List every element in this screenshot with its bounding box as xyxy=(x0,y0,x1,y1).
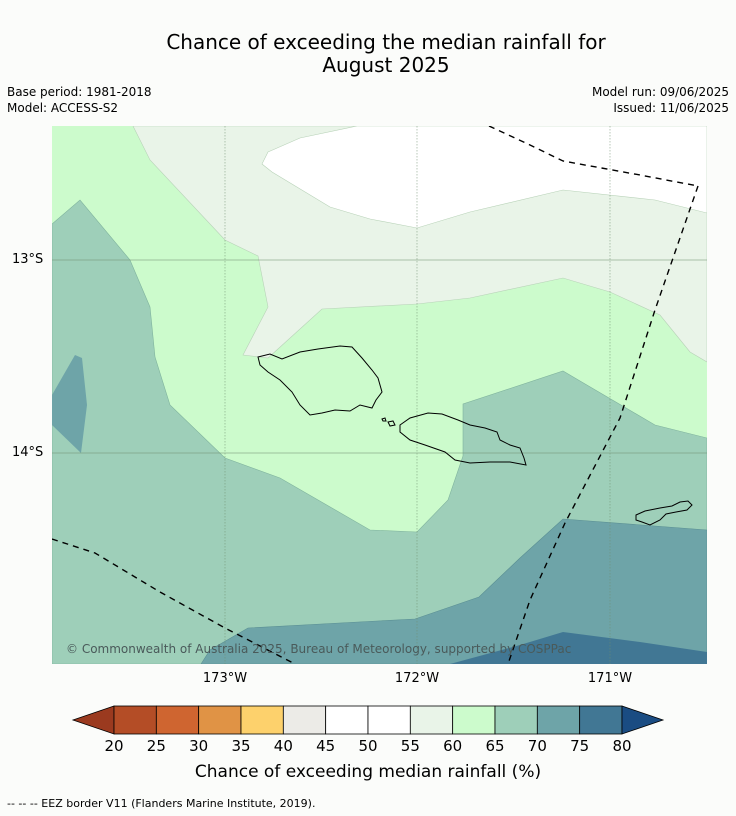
band-75-80-south xyxy=(450,632,707,664)
colorbar-tick-30: 30 xyxy=(189,737,209,755)
colorbar-tick-45: 45 xyxy=(316,737,336,755)
coastlines xyxy=(257,345,693,526)
colorbar-bin-65-70 xyxy=(494,705,538,735)
apolima-islet xyxy=(381,417,387,422)
gridlines xyxy=(52,126,707,664)
colorbar-tick-25: 25 xyxy=(146,737,166,755)
colorbar xyxy=(71,705,665,735)
colorbar-bin-40-45 xyxy=(282,705,327,735)
metadata-right: Model run: 09/06/2025 Issued: 11/06/2025 xyxy=(592,84,729,116)
savaii-island xyxy=(257,345,383,416)
title-line-1: Chance of exceeding the median rainfall … xyxy=(166,30,606,54)
manono-islet xyxy=(387,420,396,427)
colorbar-tick-65: 65 xyxy=(485,737,505,755)
eez-borders xyxy=(52,126,699,664)
band-70-75-south xyxy=(200,518,707,664)
upolu-island xyxy=(399,412,527,466)
colorbar-bin-45-50 xyxy=(325,705,369,735)
colorbar-bin-60-65 xyxy=(452,705,496,735)
map-title: Chance of exceeding the median rainfall … xyxy=(0,31,736,77)
eez-border-west xyxy=(52,538,296,664)
colorbar-bin-50-55 xyxy=(367,705,411,735)
colorbar-bin-25-30 xyxy=(155,705,200,735)
lon-label-173w: 173°W xyxy=(202,671,248,686)
colorbar-high-extension xyxy=(621,705,665,735)
colorbar-low-extension xyxy=(71,705,115,735)
copyright-notice: © Commonwealth of Australia 2025, Bureau… xyxy=(66,642,571,656)
colorbar-tick-60: 60 xyxy=(443,737,463,755)
metadata-left: Base period: 1981-2018 Model: ACCESS-S2 xyxy=(7,84,152,116)
colorbar-tick-50: 50 xyxy=(358,737,378,755)
colorbar-bin-20-25 xyxy=(113,705,157,735)
lat-label-13s: 13°S xyxy=(12,252,44,267)
colorbar-tick-20: 20 xyxy=(104,737,124,755)
colorbar-tick-40: 40 xyxy=(273,737,293,755)
colorbar-tick-70: 70 xyxy=(527,737,547,755)
base-period: Base period: 1981-2018 xyxy=(7,85,152,99)
probability-map: © Commonwealth of Australia 2025, Bureau… xyxy=(52,126,707,664)
colorbar-bin-30-35 xyxy=(198,705,242,735)
band-50-55 xyxy=(261,126,707,229)
colorbar-bin-35-40 xyxy=(240,705,284,735)
eez-footnote: -- -- -- EEZ border V11 (Flanders Marine… xyxy=(7,797,316,810)
lon-label-171w: 171°W xyxy=(587,671,633,686)
tutuila-island xyxy=(635,500,693,526)
model-run: Model run: 09/06/2025 xyxy=(591,85,729,99)
lat-label-14s: 14°S xyxy=(12,445,44,460)
band-70-75-west xyxy=(52,355,87,453)
colorbar-bin-55-60 xyxy=(409,705,454,735)
colorbar-bin-70-75 xyxy=(536,705,581,735)
colorbar-title: Chance of exceeding median rainfall (%) xyxy=(194,762,542,782)
colorbar-tick-55: 55 xyxy=(400,737,420,755)
issued-date: Issued: 11/06/2025 xyxy=(613,101,729,115)
title-line-2: August 2025 xyxy=(322,53,450,77)
colorbar-tick-80: 80 xyxy=(612,737,632,755)
eez-border-north xyxy=(488,126,699,187)
colorbar-tick-35: 35 xyxy=(231,737,251,755)
model-name: Model: ACCESS-S2 xyxy=(7,101,119,115)
lon-label-172w: 172°W xyxy=(394,671,440,686)
colorbar-tick-75: 75 xyxy=(570,737,590,755)
colorbar-bin-75-80 xyxy=(579,705,623,735)
